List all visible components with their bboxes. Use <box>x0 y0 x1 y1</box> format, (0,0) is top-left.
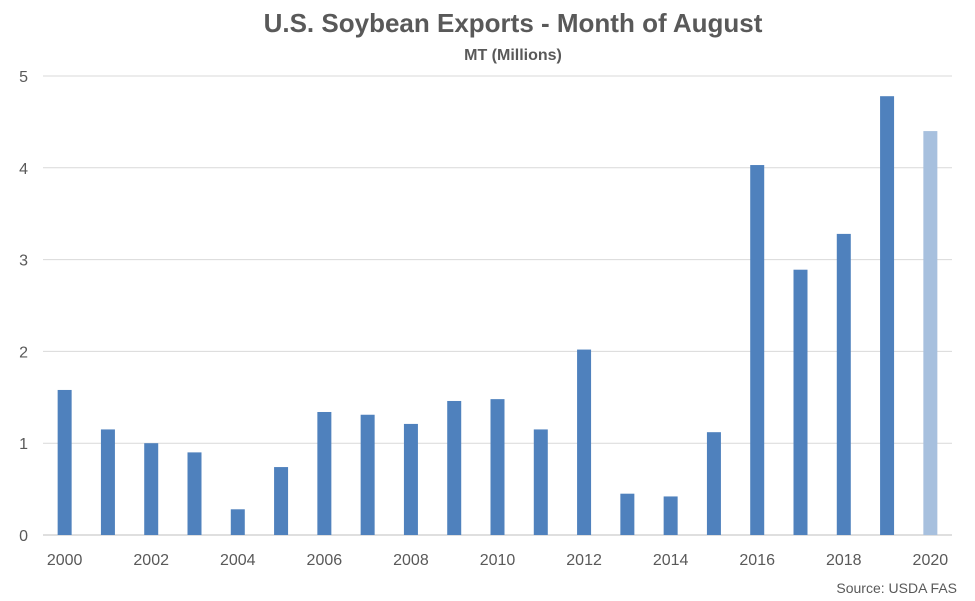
x-tick-label: 2020 <box>913 552 949 569</box>
bar-2002 <box>144 443 159 535</box>
y-tick-label: 3 <box>19 253 28 270</box>
bar-2004 <box>230 509 245 535</box>
bar-2010 <box>490 399 505 535</box>
x-tick-label: 2000 <box>47 552 83 569</box>
bar-2000 <box>57 389 72 535</box>
x-tick-label: 2004 <box>220 552 256 569</box>
bar-2013 <box>620 493 635 535</box>
x-tick-label: 2016 <box>739 552 775 569</box>
x-axis-tick-labels: 2000 2002 2004 2006 2008 2010 2012 2014 2016 2018… <box>47 552 948 569</box>
bar-2015 <box>706 432 721 535</box>
source-note: Source: USDA FAS <box>836 580 957 596</box>
y-axis-tick-labels: 0 1 2 3 4 5 <box>19 69 28 545</box>
bar-2014 <box>663 496 678 535</box>
x-tick-label: 2018 <box>826 552 862 569</box>
bar-2016 <box>750 165 765 535</box>
bar-2003 <box>187 452 202 535</box>
x-tick-label: 2002 <box>133 552 169 569</box>
x-tick-label: 2012 <box>566 552 602 569</box>
y-tick-label: 0 <box>19 528 28 545</box>
y-tick-label: 5 <box>19 69 28 86</box>
bar-2009 <box>447 400 462 535</box>
bar-2017 <box>793 269 808 535</box>
bar-2020 <box>923 131 938 535</box>
x-tick-label: 2010 <box>480 552 516 569</box>
bar-2019 <box>880 96 895 536</box>
y-tick-label: 2 <box>19 344 28 361</box>
bars <box>57 96 938 536</box>
bar-2007 <box>360 414 375 535</box>
chart-subtitle: MT (Millions) <box>464 47 562 64</box>
bar-2001 <box>100 429 115 535</box>
x-tick-label: 2006 <box>307 552 343 569</box>
y-tick-label: 4 <box>19 161 28 178</box>
chart-title: U.S. Soybean Exports - Month of August <box>264 8 763 38</box>
y-tick-label: 1 <box>19 436 28 453</box>
bar-2018 <box>836 233 851 535</box>
bar-2011 <box>533 429 548 535</box>
x-tick-label: 2008 <box>393 552 429 569</box>
x-tick-label: 2014 <box>653 552 689 569</box>
bar-2008 <box>403 423 418 535</box>
bar-2012 <box>577 349 592 535</box>
bar-2006 <box>317 411 332 535</box>
bar-2005 <box>274 467 289 535</box>
